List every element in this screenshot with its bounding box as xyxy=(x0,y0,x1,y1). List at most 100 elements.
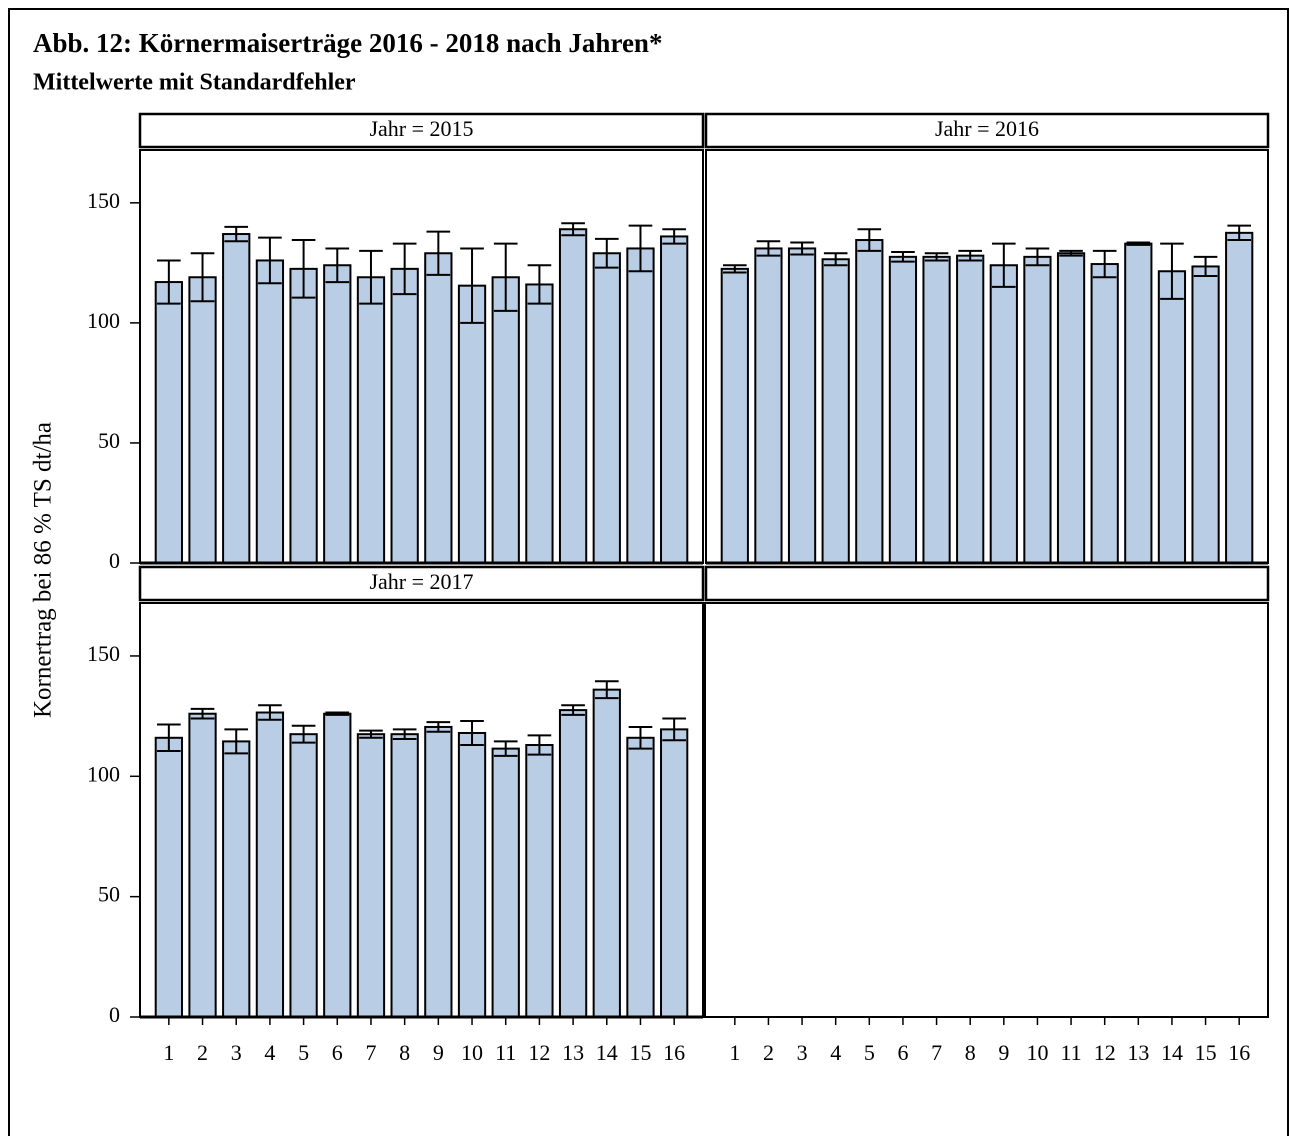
x-tick-label: 9 xyxy=(433,1040,444,1065)
bar xyxy=(525,283,554,564)
bar xyxy=(255,711,285,1018)
bar xyxy=(491,747,520,1018)
bar xyxy=(1124,242,1153,564)
bar xyxy=(558,228,588,564)
chart-subtitle: Mittelwerte mit Standardfehler xyxy=(33,70,356,96)
x-tick-label: 4 xyxy=(830,1040,841,1065)
bar xyxy=(356,733,386,1018)
x-tick-label: 6 xyxy=(332,1040,343,1065)
bar xyxy=(1191,265,1220,564)
x-tick-label: 6 xyxy=(897,1040,908,1065)
y-tick-label: 100 xyxy=(87,308,120,333)
y-tick-label: 50 xyxy=(98,428,120,453)
x-tick-label: 8 xyxy=(965,1040,976,1065)
bar xyxy=(491,276,520,564)
bar xyxy=(922,255,951,564)
x-tick-label: 15 xyxy=(1195,1040,1217,1065)
x-tick-label: 13 xyxy=(562,1040,584,1065)
y-tick-label: 100 xyxy=(87,761,120,786)
x-tick-label: 3 xyxy=(797,1040,808,1065)
x-tick-label: 2 xyxy=(763,1040,774,1065)
x-tick-label: 11 xyxy=(1060,1040,1081,1065)
bar xyxy=(154,281,183,564)
bar xyxy=(289,733,318,1018)
x-tick-label: 5 xyxy=(298,1040,309,1065)
x-tick-label: 16 xyxy=(1228,1040,1250,1065)
y-tick-label: 0 xyxy=(109,1002,120,1027)
bar xyxy=(457,284,487,564)
x-tick-label: 14 xyxy=(1161,1040,1183,1065)
panel-header xyxy=(138,112,705,149)
bar xyxy=(222,233,251,564)
bar xyxy=(626,736,655,1018)
bar xyxy=(356,276,386,564)
bar xyxy=(1225,231,1254,564)
bar xyxy=(888,255,918,564)
x-tick-label: 3 xyxy=(231,1040,242,1065)
x-tick-label: 10 xyxy=(461,1040,483,1065)
bar xyxy=(222,740,251,1019)
x-tick-label: 10 xyxy=(1026,1040,1048,1065)
bar xyxy=(720,267,749,564)
x-tick-label: 1 xyxy=(163,1040,174,1065)
panel-header xyxy=(704,112,1270,149)
bar xyxy=(525,744,554,1019)
x-tick-label: 14 xyxy=(596,1040,618,1065)
panel-header xyxy=(138,565,705,602)
x-tick-label: 12 xyxy=(528,1040,550,1065)
bar xyxy=(154,736,183,1018)
y-tick-label: 150 xyxy=(87,188,120,213)
bar xyxy=(390,267,419,564)
bar xyxy=(424,252,453,564)
y-tick-label: 50 xyxy=(98,882,120,907)
bar xyxy=(660,235,689,564)
bar xyxy=(1090,263,1119,564)
x-tick-label: 7 xyxy=(931,1040,942,1065)
y-tick-label: 0 xyxy=(109,548,120,573)
bar xyxy=(457,731,487,1018)
bar xyxy=(754,247,783,565)
x-tick-label: 5 xyxy=(864,1040,875,1065)
bar xyxy=(188,712,217,1019)
bar xyxy=(1056,252,1086,564)
empty-panel xyxy=(704,602,1269,1018)
y-tick-label: 150 xyxy=(87,641,120,666)
x-tick-label: 8 xyxy=(399,1040,410,1065)
x-tick-label: 12 xyxy=(1094,1040,1116,1065)
y-axis-label: Kornertrag bei 86 % TS dt/ha xyxy=(30,422,57,718)
bar xyxy=(660,728,689,1018)
bar xyxy=(821,258,850,564)
bar xyxy=(855,239,884,564)
frame xyxy=(8,8,1289,1136)
x-tick-label: 4 xyxy=(264,1040,275,1065)
bar xyxy=(323,264,352,564)
bar xyxy=(989,264,1018,564)
panel-title: Jahr = 2016 xyxy=(935,116,1039,141)
bar xyxy=(1023,255,1052,564)
chart-title: Abb. 12: Körnermaiserträge 2016 - 2018 n… xyxy=(33,28,662,58)
x-tick-label: 2 xyxy=(197,1040,208,1065)
x-tick-label: 13 xyxy=(1127,1040,1149,1065)
bar xyxy=(390,733,419,1018)
bar xyxy=(956,254,985,565)
bar xyxy=(1157,270,1187,564)
panel-title: Jahr = 2017 xyxy=(369,569,473,594)
bar xyxy=(787,247,817,565)
bar xyxy=(558,709,588,1018)
panel-title: Jahr = 2015 xyxy=(369,116,473,141)
bar xyxy=(626,247,655,565)
bar xyxy=(424,725,453,1018)
x-tick-label: 7 xyxy=(365,1040,376,1065)
bar xyxy=(289,267,318,564)
bar xyxy=(592,252,621,564)
x-tick-label: 15 xyxy=(629,1040,651,1065)
empty-panel-header xyxy=(704,565,1270,602)
x-tick-label: 11 xyxy=(495,1040,516,1065)
x-tick-label: 9 xyxy=(998,1040,1009,1065)
bar xyxy=(323,712,352,1019)
x-tick-label: 16 xyxy=(663,1040,685,1065)
bar xyxy=(255,259,285,564)
x-tick-label: 1 xyxy=(729,1040,740,1065)
